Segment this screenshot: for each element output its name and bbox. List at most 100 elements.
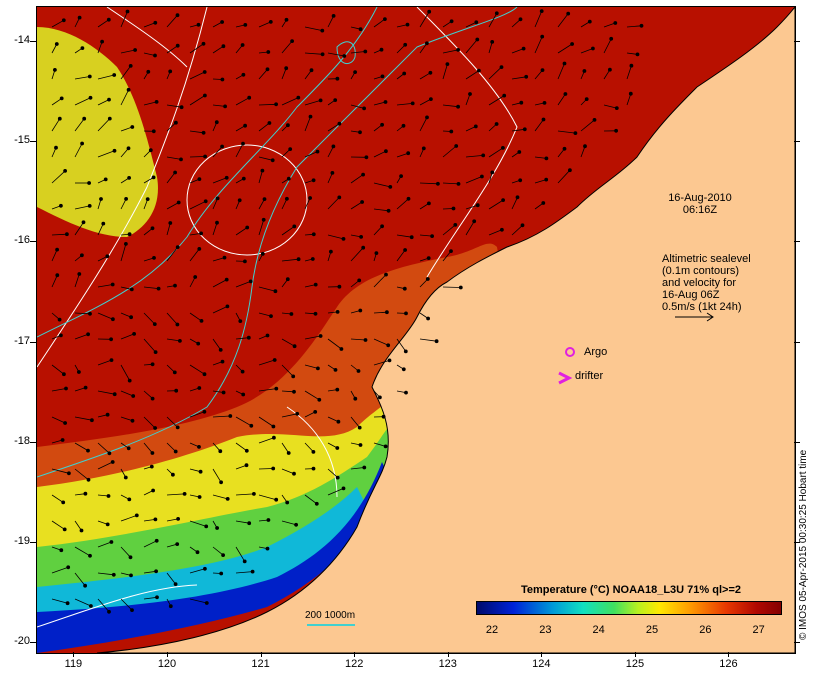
velocity-arrow-head bbox=[380, 74, 385, 79]
lon-tick-label: 119 bbox=[64, 658, 83, 670]
velocity-arrow bbox=[74, 520, 82, 531]
velocity-arrow-head bbox=[331, 144, 336, 149]
colorbar-tick-label: 24 bbox=[592, 624, 605, 636]
velocity-arrow-head bbox=[220, 20, 225, 24]
isobath-lines bbox=[37, 7, 518, 478]
velocity-arrow-head bbox=[125, 9, 130, 14]
velocity-arrow bbox=[442, 145, 457, 158]
velocity-arrow bbox=[120, 65, 132, 80]
velocity-arrow bbox=[258, 219, 265, 236]
velocity-arrow-head bbox=[170, 472, 175, 477]
velocity-arrow bbox=[189, 71, 205, 80]
velocity-arrow-head bbox=[337, 121, 342, 126]
velocity-arrow-head bbox=[313, 311, 318, 316]
velocity-arrow-head bbox=[175, 43, 180, 48]
velocity-arrow-head bbox=[153, 53, 157, 58]
velocity-arrow bbox=[97, 19, 110, 28]
velocity-arrow-head bbox=[110, 460, 115, 464]
velocity-arrow bbox=[212, 257, 225, 262]
velocity-arrow-head bbox=[608, 67, 612, 72]
velocity-arrow bbox=[97, 99, 110, 106]
velocity-arrow-head bbox=[126, 146, 131, 151]
velocity-arrow-head bbox=[403, 42, 408, 47]
velocity-arrow-head bbox=[468, 92, 472, 96]
velocity-arrow bbox=[120, 126, 133, 132]
velocity-arrow-head bbox=[57, 317, 62, 322]
velocity-arrow bbox=[557, 169, 571, 184]
velocity-arrow-head bbox=[591, 46, 595, 51]
velocity-arrow-head bbox=[333, 98, 338, 102]
velocity-arrow-head bbox=[336, 419, 341, 424]
velocity-arrow bbox=[281, 468, 295, 475]
velocity-arrow bbox=[419, 43, 428, 54]
velocity-arrow-head bbox=[562, 146, 567, 151]
lat-tick-label: -15 bbox=[14, 134, 30, 147]
velocity-arrow bbox=[212, 222, 218, 236]
velocity-arrow-head bbox=[107, 97, 111, 102]
velocity-arrow bbox=[189, 411, 205, 418]
velocity-arrow-head bbox=[173, 449, 178, 454]
velocity-arrow bbox=[189, 520, 207, 527]
velocity-arrow-head bbox=[196, 22, 201, 27]
velocity-arrow-head bbox=[285, 277, 290, 282]
lon-tick-mark bbox=[447, 652, 449, 657]
lon-tick-mark bbox=[167, 652, 168, 657]
drifter-label: drifter bbox=[575, 370, 604, 382]
velocity-arrow-head bbox=[129, 287, 134, 292]
velocity-arrow bbox=[51, 118, 61, 132]
velocity-arrow-head bbox=[426, 201, 431, 206]
velocity-arrow bbox=[74, 273, 80, 288]
velocity-arrow-head bbox=[175, 425, 180, 430]
velocity-arrow bbox=[511, 197, 518, 210]
temperature-colorbar bbox=[476, 601, 782, 615]
lon-tick-mark bbox=[73, 652, 75, 657]
velocity-arrow-head bbox=[77, 370, 81, 374]
velocity-arrow-head bbox=[150, 362, 155, 367]
velocity-arrow bbox=[534, 179, 547, 184]
velocity-arrow bbox=[281, 40, 293, 54]
velocity-arrow-head bbox=[364, 155, 369, 160]
velocity-arrow bbox=[534, 119, 544, 132]
velocity-arrow bbox=[304, 411, 316, 418]
velocity-arrow-head bbox=[271, 424, 276, 429]
velocity-arrow-head bbox=[284, 196, 289, 201]
velocity-arrow-head bbox=[151, 488, 155, 493]
velocity-arrow-head bbox=[241, 141, 245, 146]
velocity-arrow-head bbox=[225, 304, 230, 309]
velocity-arrow-head bbox=[399, 174, 404, 179]
velocity-arrow bbox=[189, 248, 200, 262]
velocity-arrow bbox=[74, 97, 91, 106]
velocity-arrow bbox=[350, 51, 366, 54]
altimetry-line-5: 0.5m/s (1kt 24h) bbox=[662, 301, 742, 313]
velocity-arrow bbox=[281, 413, 298, 418]
time-text: 06:16Z bbox=[682, 204, 718, 216]
velocity-arrow-head bbox=[112, 392, 117, 397]
velocity-arrow-head bbox=[451, 206, 456, 211]
velocity-arrow bbox=[120, 89, 129, 106]
velocity-arrow bbox=[235, 227, 248, 236]
velocity-arrow bbox=[120, 49, 136, 54]
velocity-arrow-head bbox=[109, 540, 114, 544]
velocity-arrow bbox=[51, 275, 58, 288]
velocity-arrow-head bbox=[406, 151, 411, 156]
velocity-arrow bbox=[442, 104, 459, 108]
velocity-arrow bbox=[166, 572, 176, 585]
velocity-arrow-head bbox=[270, 158, 275, 163]
velocity-arrow bbox=[350, 338, 366, 341]
velocity-arrow-head bbox=[458, 285, 463, 290]
velocity-arrow-head bbox=[311, 232, 316, 237]
velocity-arrow-head bbox=[58, 333, 63, 338]
velocity-arrow-head bbox=[64, 386, 68, 391]
velocity-arrow bbox=[350, 247, 364, 262]
velocity-arrow-head bbox=[126, 87, 131, 92]
velocity-arrow-head bbox=[435, 181, 440, 186]
velocity-arrow-head bbox=[220, 77, 225, 82]
velocity-arrow-head bbox=[296, 257, 301, 262]
velocity-arrow-head bbox=[494, 122, 499, 126]
velocity-arrow-head bbox=[568, 168, 572, 173]
velocity-arrow-head bbox=[382, 17, 387, 22]
velocity-arrow bbox=[74, 143, 83, 158]
velocity-arrow bbox=[511, 128, 525, 132]
velocity-arrow-head bbox=[127, 175, 131, 180]
velocity-arrow-head bbox=[251, 491, 256, 496]
